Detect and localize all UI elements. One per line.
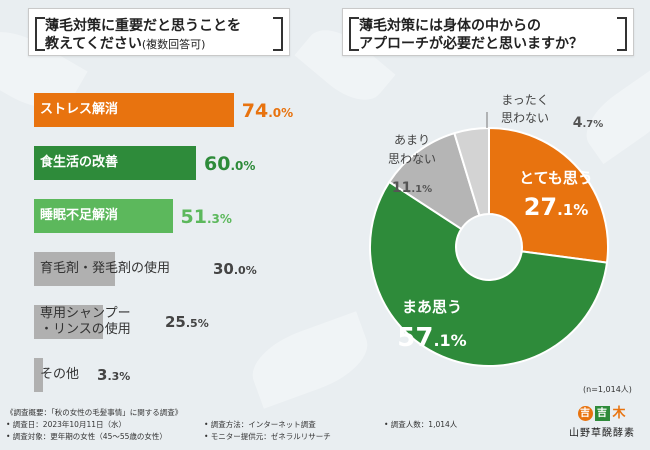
slice-label: まあ思う xyxy=(402,298,462,316)
bar-value-label: 3.3% xyxy=(97,366,131,384)
slice-value: 27.1% xyxy=(524,193,589,221)
right-title-line2: アプローチが必要だと思いますか？ xyxy=(359,36,583,52)
bar-6 xyxy=(34,358,43,392)
left-title-note: (複数回答可) xyxy=(141,38,206,51)
left-title-line1: 薄毛対策に重要だと思うことを xyxy=(45,18,241,34)
bar-label: ストレス解消 xyxy=(40,102,119,117)
bar-value-label: 74.0% xyxy=(241,100,294,122)
bracket-left xyxy=(35,17,45,51)
logo-text: 山野草醗酵素 xyxy=(569,428,635,439)
footnote-respondents: • 調査人数：1,014人 xyxy=(384,420,458,429)
bar-label: 専用シャンプー ・リンスの使用 xyxy=(40,306,131,337)
footnote-survey-title: 《調査概要：「秋の女性の毛髪事情」に関する調査》 xyxy=(6,408,183,417)
left-question-box: 薄毛対策に重要だと思うことを 教えてください(複数回答可) xyxy=(28,8,290,56)
sample-size-label: (n=1,014人) xyxy=(583,385,632,394)
bar-label: 睡眠不足解消 xyxy=(40,208,119,223)
footnote-target: • 調査対象：更年期の女性（45～55歳の女性） xyxy=(6,432,167,441)
slice-value: 57.1% xyxy=(397,323,466,353)
footnote-method: • 調査方法：インターネット調査 xyxy=(204,420,316,429)
bar-label: その他 xyxy=(40,367,80,382)
footnote-date: • 調査日：2023年10月11日（水） xyxy=(6,420,126,429)
bar-value-label: 51.3% xyxy=(180,206,232,228)
logo-glyph: 吉 xyxy=(594,406,610,421)
bar-value-label: 30.0% xyxy=(213,260,257,278)
bar-1 xyxy=(34,93,234,127)
left-title-line2: 教えてください xyxy=(45,36,142,52)
brand-logo: 吉 吉 木 山野草醗酵素 xyxy=(560,406,644,446)
logo-glyph: 木 xyxy=(612,406,626,421)
bar-chart: ストレス解消 74.0% 食生活の改善 60.0% 睡眠不足解消 51.3% 育毛剤・発毛剤… xyxy=(0,0,340,400)
bar-5 xyxy=(34,305,103,339)
bar-value-label: 60.0% xyxy=(204,153,256,175)
bracket-right xyxy=(617,17,627,51)
bar-label: 食生活の改善 xyxy=(40,155,119,170)
right-title-line1: 薄毛対策には身体の中からの xyxy=(359,18,541,34)
slice-label: 思わない xyxy=(388,152,436,166)
bar-2 xyxy=(34,146,196,180)
donut-slice xyxy=(387,131,481,231)
slice-label: とても思う xyxy=(519,169,593,187)
slice-label: あまり xyxy=(394,133,430,147)
slice-value: 11.1% xyxy=(392,180,432,196)
bar-value-label: 25.5% xyxy=(165,313,209,331)
donut-slice xyxy=(488,126,609,264)
footnote-provider: • モニター提供元：ゼネラルリサーチ xyxy=(204,432,331,441)
donut-slice xyxy=(369,180,609,367)
logo-glyph: 吉 xyxy=(577,406,593,421)
bracket-right xyxy=(273,17,283,51)
donut-slice xyxy=(453,126,490,217)
bracket-left xyxy=(349,17,359,51)
background-leaf xyxy=(574,65,650,165)
bar-4 xyxy=(34,252,115,286)
right-question-box: 薄毛対策には身体の中からの アプローチが必要だと思いますか？ xyxy=(342,8,634,56)
slice-label: まったく xyxy=(501,93,549,107)
bar-3 xyxy=(34,199,173,233)
bar-label: 育毛剤・発毛剤の使用 xyxy=(40,261,171,276)
slice-label: 思わない xyxy=(501,111,549,125)
